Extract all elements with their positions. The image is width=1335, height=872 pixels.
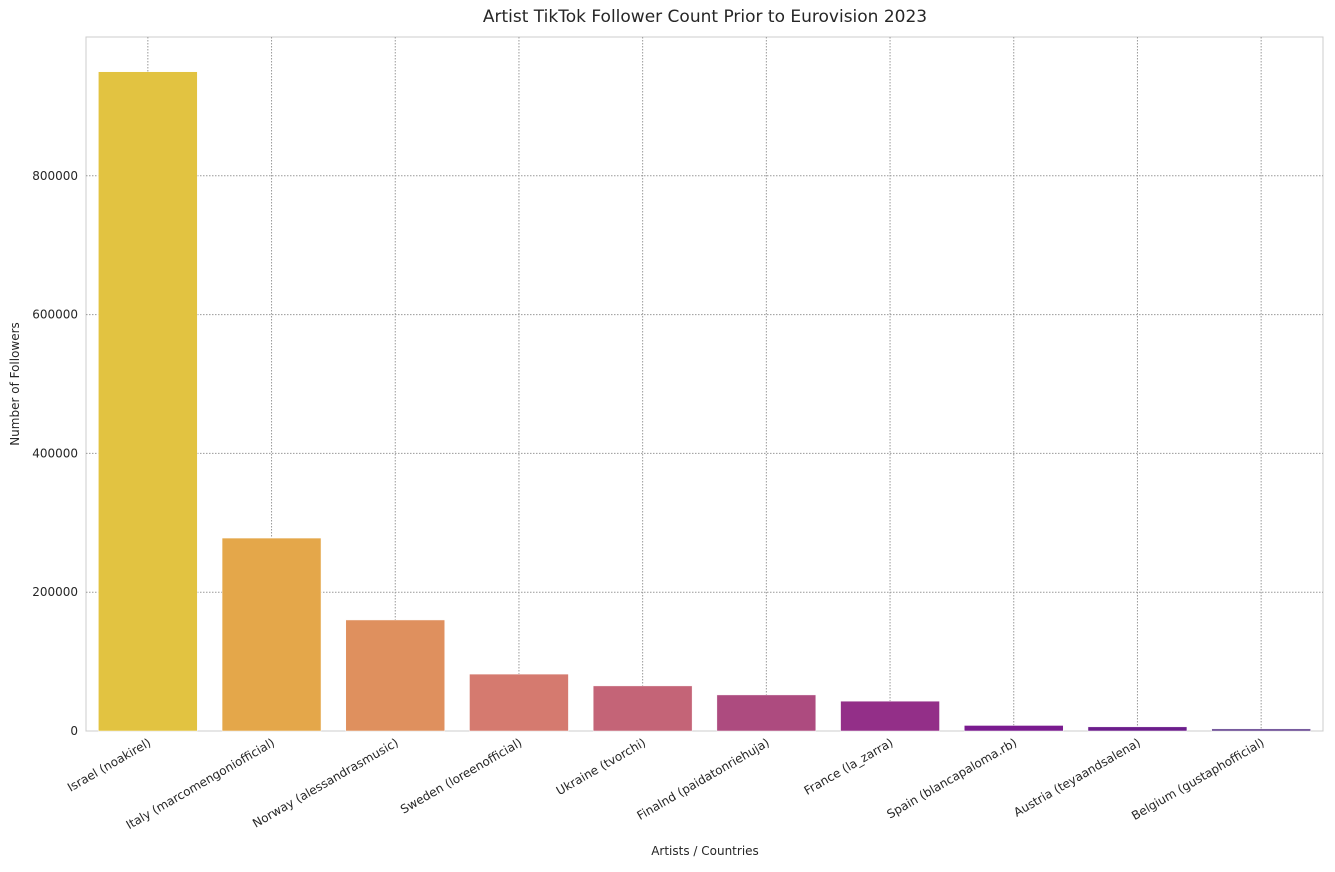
- bar: [1211, 728, 1311, 732]
- grid: [86, 37, 1323, 731]
- y-ticks: 0 200000 400000 600000 800000: [32, 169, 78, 738]
- x-tick-label: Spain (blancapaloma.rb): [884, 735, 1019, 821]
- x-ticks: Israel (noakirel)Italy (marcomengonioffi…: [65, 735, 1267, 832]
- x-tick-label: Belgium (gustaphofficial): [1129, 735, 1267, 822]
- x-tick-label: Israel (noakirel): [65, 735, 153, 794]
- bar: [98, 71, 198, 732]
- x-tick-label: Austria (teyaandsalena): [1011, 735, 1143, 819]
- y-axis-label: Number of Followers: [8, 322, 22, 446]
- y-tick-label: 800000: [32, 169, 78, 183]
- bar: [469, 673, 569, 732]
- x-tick-label: Finalnd (paidatonriehuja): [634, 735, 771, 822]
- x-tick-label: Ukraine (tvorchi): [554, 735, 648, 798]
- y-tick-label: 0: [70, 724, 78, 738]
- bar: [964, 725, 1064, 732]
- chart-title: Artist TikTok Follower Count Prior to Eu…: [483, 7, 927, 27]
- bar: [840, 700, 940, 732]
- bar: [716, 694, 817, 732]
- bar: [221, 537, 322, 732]
- bars: [98, 71, 1311, 732]
- y-tick-label: 400000: [32, 446, 78, 460]
- x-tick-label: France (la_zarra): [802, 735, 896, 797]
- y-tick-label: 600000: [32, 308, 78, 322]
- x-tick-label: Sweden (loreenofficial): [398, 735, 524, 816]
- bar: [345, 619, 445, 732]
- y-tick-label: 200000: [32, 585, 78, 599]
- bar: [1087, 726, 1188, 732]
- bar: [592, 685, 693, 732]
- x-axis-label: Artists / Countries: [651, 844, 759, 858]
